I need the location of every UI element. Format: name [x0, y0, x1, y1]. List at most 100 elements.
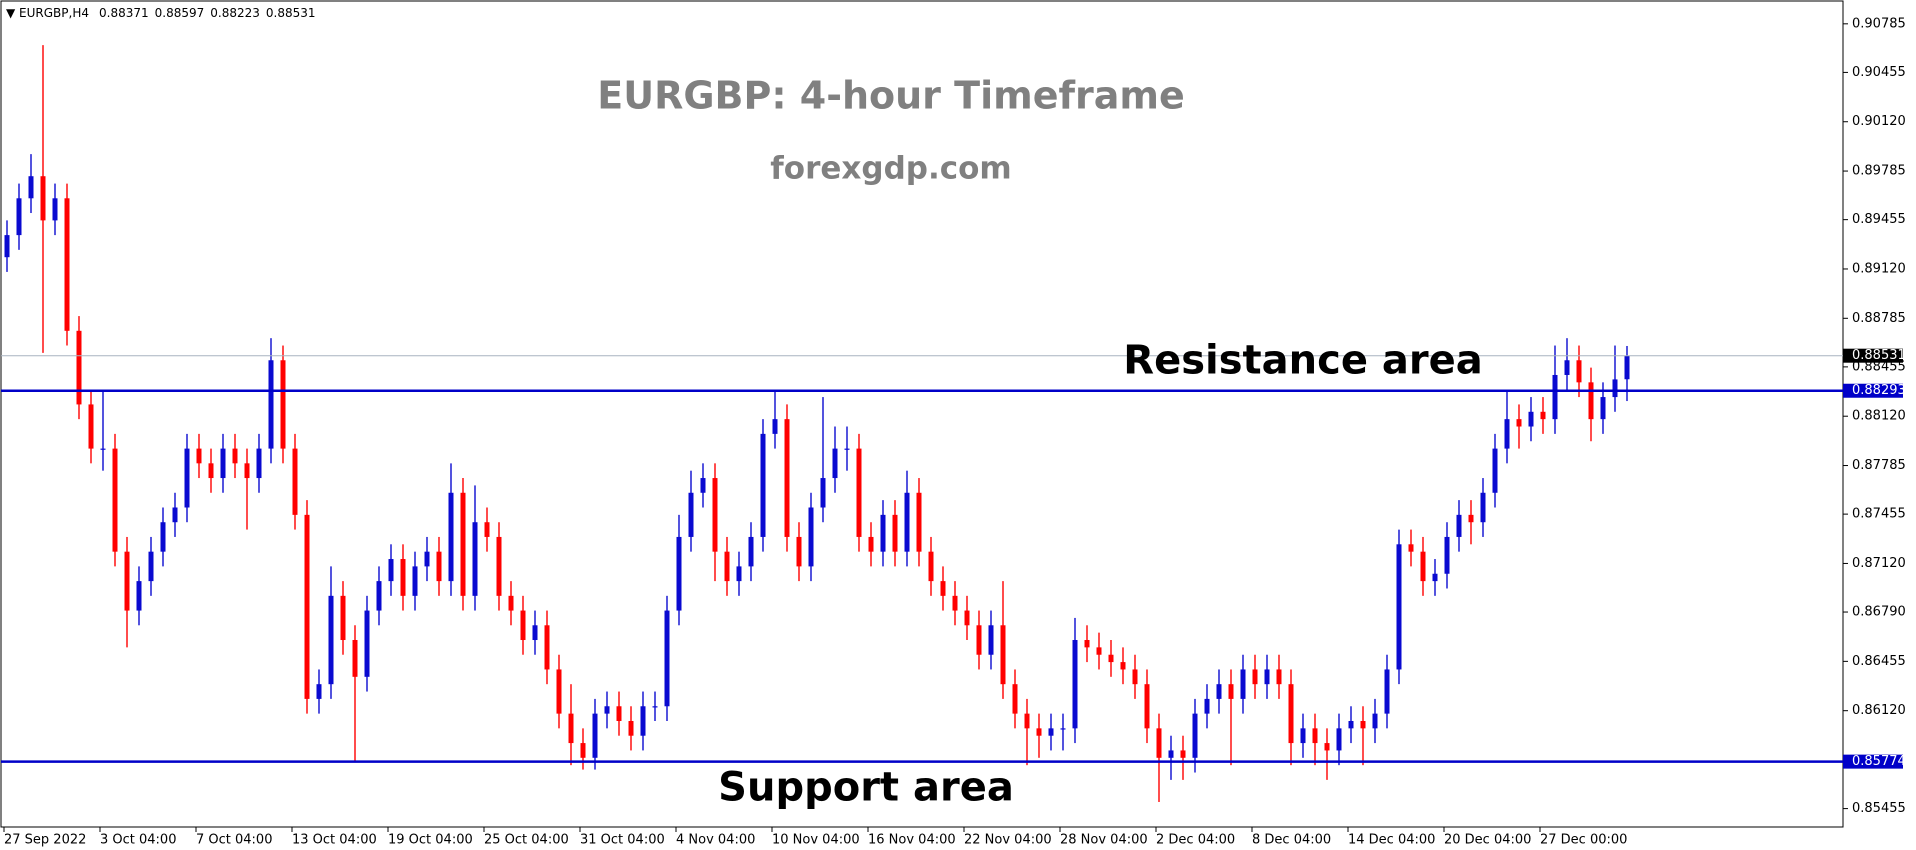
candle-body	[760, 433, 766, 537]
candle-body	[688, 492, 694, 537]
candle-body	[1588, 382, 1594, 420]
candle-body	[472, 522, 478, 596]
candle-body	[676, 536, 682, 611]
candle-body	[256, 448, 262, 479]
candle-body	[400, 559, 406, 596]
symbol: EURGBP,H4	[19, 6, 89, 20]
candle-body	[1288, 684, 1294, 744]
candle-body	[1276, 669, 1282, 685]
candle-body	[100, 448, 106, 450]
level-tag	[1843, 383, 1903, 398]
candle-body	[496, 536, 502, 596]
candle-body	[1156, 728, 1162, 758]
candle-body	[448, 492, 454, 582]
candle-body	[1516, 419, 1522, 427]
candle-body	[220, 448, 226, 479]
header-close: 0.88531	[266, 6, 316, 20]
x-tick-label: 19 Oct 04:00	[388, 833, 473, 848]
chart-header: ▼ EURGBP,H4 0.88371 0.88597 0.88223 0.88531	[6, 6, 316, 20]
candle-body	[820, 478, 826, 508]
candle-body	[1612, 379, 1618, 398]
candle-body	[532, 625, 538, 641]
header-high: 0.88597	[155, 6, 205, 20]
candle-body	[592, 713, 598, 758]
header-open: 0.88371	[99, 6, 149, 20]
x-tick-label: 7 Oct 04:00	[196, 833, 272, 848]
candle-body	[1048, 728, 1054, 736]
candle-body	[1264, 669, 1270, 685]
x-tick-label: 8 Dec 04:00	[1252, 833, 1331, 848]
candle-body	[1360, 720, 1366, 729]
x-tick-label: 3 Oct 04:00	[100, 833, 176, 848]
candle-body	[736, 566, 742, 582]
level-tag	[1843, 754, 1903, 769]
candle-body	[40, 176, 46, 221]
candle-body	[1036, 728, 1042, 736]
candle-body	[1456, 514, 1462, 537]
candle-body	[16, 198, 22, 236]
candle-body	[76, 330, 82, 405]
candle-body	[376, 581, 382, 611]
candle-body	[904, 492, 910, 552]
candle-body	[880, 514, 886, 552]
candle-body	[844, 448, 850, 450]
candle-body	[1384, 669, 1390, 714]
candle-body	[1336, 728, 1342, 751]
candle-body	[1000, 625, 1006, 685]
candle-body	[280, 360, 286, 449]
candle-body	[1228, 684, 1234, 699]
candle-body	[184, 448, 190, 508]
candle-body	[1108, 654, 1114, 663]
level-tag-label: 0.85774	[1852, 754, 1906, 769]
candle-body	[628, 720, 634, 736]
x-tick-label: 25 Oct 04:00	[484, 833, 569, 848]
candle-body	[712, 478, 718, 552]
candle-body	[916, 492, 922, 552]
y-tick-label: 0.85455	[1852, 801, 1906, 816]
candle-body	[1072, 640, 1078, 729]
candle-body	[172, 507, 178, 523]
candle-body	[244, 463, 250, 479]
candle-body	[1192, 713, 1198, 758]
candle-body	[124, 551, 130, 611]
candle-body	[1348, 720, 1354, 729]
candle-body	[664, 610, 670, 707]
candle-body	[1060, 728, 1066, 730]
chart-title: EURGBP: 4-hour Timeframe	[597, 74, 1185, 118]
y-tick-label: 0.88455	[1852, 359, 1906, 374]
y-tick-label: 0.89785	[1852, 164, 1906, 179]
x-tick-label: 22 Nov 04:00	[964, 833, 1052, 848]
candle-body	[1204, 698, 1210, 714]
y-tick-label: 0.88785	[1852, 311, 1906, 326]
y-tick-label: 0.90455	[1852, 65, 1906, 80]
candle-body	[1432, 573, 1438, 582]
candle-body	[856, 448, 862, 537]
x-tick-label: 4 Nov 04:00	[676, 833, 755, 848]
candle-body	[1420, 551, 1426, 582]
candle-body	[1576, 360, 1582, 383]
candle-body	[88, 404, 94, 449]
candle-body	[340, 595, 346, 641]
x-tick-label: 14 Dec 04:00	[1348, 833, 1435, 848]
candle-body	[28, 176, 34, 199]
candle-body	[316, 684, 322, 699]
candle-body	[892, 514, 898, 552]
candle-body	[484, 522, 490, 537]
candle-body	[1552, 374, 1558, 420]
candle-body	[964, 610, 970, 626]
candle-body	[1084, 640, 1090, 648]
candle-body	[748, 536, 754, 567]
candle-body	[1492, 448, 1498, 493]
candle-body	[460, 492, 466, 596]
y-tick-label: 0.88120	[1852, 409, 1906, 424]
candle-body	[604, 706, 610, 714]
x-tick-label: 31 Oct 04:00	[580, 833, 665, 848]
candle-body	[1252, 669, 1258, 685]
candle-body	[616, 706, 622, 721]
candle-body	[700, 478, 706, 493]
candle-body	[1168, 750, 1174, 758]
x-tick-label: 27 Dec 00:00	[1540, 833, 1627, 848]
candle-body	[1504, 419, 1510, 449]
candle-body	[1300, 728, 1306, 744]
